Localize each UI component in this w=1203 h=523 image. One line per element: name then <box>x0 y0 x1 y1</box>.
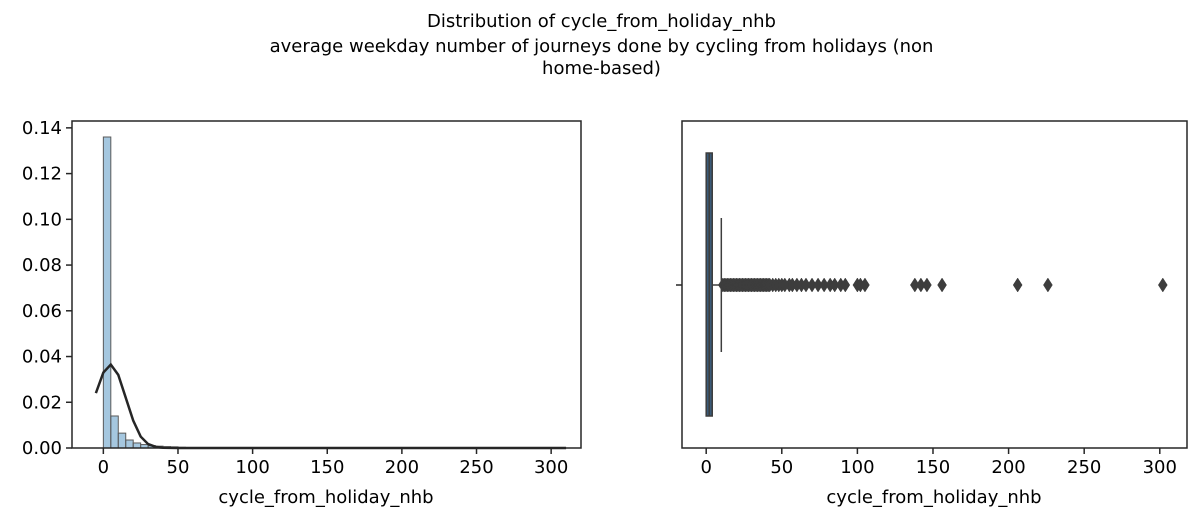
histogram-y-tick-label: 0.04 <box>22 347 62 368</box>
boxplot-x-tick-label: 0 <box>700 457 711 478</box>
boxplot-outlier-point <box>1158 277 1168 293</box>
histogram-y-tick-label: 0.10 <box>22 209 62 230</box>
histogram-x-tick-label: 50 <box>167 457 190 478</box>
boxplot-outlier-point <box>937 277 947 293</box>
boxplot-outliers <box>718 277 1168 293</box>
boxplot-x-tick-label: 150 <box>916 457 950 478</box>
boxplot-x-tick-label: 200 <box>991 457 1025 478</box>
boxplot-outlier-point <box>1043 277 1053 293</box>
histogram-x-tick-label: 150 <box>310 457 344 478</box>
boxplot-x-tick-label: 100 <box>840 457 874 478</box>
histogram-y-tick-label: 0.00 <box>22 438 62 459</box>
histogram-y-tick-label: 0.08 <box>22 255 62 276</box>
boxplot-outlier-point <box>922 277 932 293</box>
histogram-x-ticks: 0 50 100 150 200 250 300 <box>98 448 568 478</box>
histogram-y-ticks: 0.00 0.02 0.04 0.06 0.08 0.10 0.12 0.14 <box>22 118 72 459</box>
boxplot-outlier-point <box>860 277 870 293</box>
boxplot-outlier-point <box>840 277 851 293</box>
histogram-x-tick-label: 300 <box>534 457 568 478</box>
histogram-x-axis-label: cycle_from_holiday_nhb <box>218 487 433 508</box>
histogram-y-tick-label: 0.12 <box>22 164 62 185</box>
histogram-x-tick-label: 0 <box>98 457 109 478</box>
figure-title-line-1: Distribution of cycle_from_holiday_nhb <box>427 11 776 32</box>
histogram-x-tick-label: 200 <box>385 457 419 478</box>
boxplot-x-axis-label: cycle_from_holiday_nhb <box>826 487 1041 508</box>
histogram-x-tick-label: 100 <box>235 457 269 478</box>
histogram-y-tick-label: 0.06 <box>22 301 62 322</box>
histogram-y-tick-label: 0.14 <box>22 118 62 139</box>
figure-title-line-3: home-based) <box>542 58 661 79</box>
boxplot-x-ticks: 0 50 100 150 200 250 300 <box>700 448 1177 478</box>
boxplot-x-tick-label: 50 <box>770 457 793 478</box>
boxplot-x-tick-label: 300 <box>1143 457 1177 478</box>
boxplot-x-tick-label: 250 <box>1067 457 1101 478</box>
histogram-y-tick-label: 0.02 <box>22 392 62 413</box>
histogram-x-tick-label: 250 <box>459 457 493 478</box>
figure-title-line-2: average weekday number of journeys done … <box>269 36 934 57</box>
boxplot-outlier-point <box>1012 277 1023 293</box>
